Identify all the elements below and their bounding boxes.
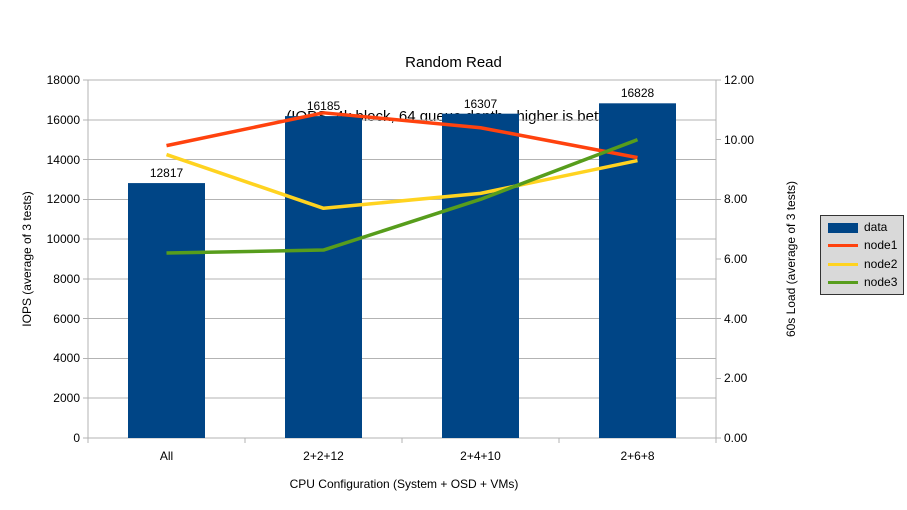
right-axis-tick-label: 2.00	[724, 371, 748, 386]
left-axis-tick-label: 8000	[53, 271, 80, 286]
legend-row-data: data	[828, 221, 903, 234]
category-label: 2+6+8	[620, 449, 655, 463]
legend: data node1 node2 node3	[820, 215, 904, 295]
category-label: 2+2+12	[303, 449, 344, 463]
legend-label: node1	[864, 238, 898, 253]
bar-2+6+8	[599, 103, 676, 438]
left-axis-tick-label: 0	[73, 431, 80, 445]
bar-data-label: 16307	[463, 96, 498, 111]
legend-swatch-data	[828, 222, 858, 233]
left-axis-tick-label: 12000	[46, 192, 80, 207]
legend-swatch-node1	[828, 244, 858, 248]
legend-row-node1: node1	[828, 239, 903, 252]
left-axis-tick-label: 14000	[46, 152, 80, 167]
left-axis-tick-label: 18000	[46, 73, 80, 87]
line-node2	[165, 152, 638, 211]
legend-row-node2: node2	[828, 256, 903, 271]
left-axis-tick-label: 10000	[46, 232, 80, 247]
legend-row-node3: node3	[828, 274, 903, 289]
right-axis-tick-label: 8.00	[724, 192, 748, 207]
left-axis-tick-label: 16000	[46, 112, 80, 127]
category-label: 2+4+10	[460, 449, 501, 463]
category-label: All	[159, 449, 174, 463]
bar-data-label: 16185	[306, 99, 341, 114]
bar-data-label: 12817	[149, 166, 184, 181]
left-axis-tick-label: 4000	[53, 351, 80, 366]
left-axis-title: IOPS (average of 3 tests)	[20, 191, 34, 327]
chart-title-line1: Random Read	[405, 54, 502, 71]
bar-data-label: 16828	[620, 86, 655, 101]
legend-label: node3	[864, 274, 898, 289]
legend-label: data	[864, 220, 888, 235]
right-axis-title: 60s Load (average of 3 tests)	[784, 180, 798, 338]
legend-swatch-node2	[828, 262, 858, 266]
right-axis-tick-label: 0.00	[724, 431, 748, 445]
right-axis-tick-label: 6.00	[724, 252, 748, 266]
left-axis-tick-label: 2000	[53, 391, 80, 406]
bar-All	[128, 183, 205, 438]
left-axis-tick-label: 6000	[53, 311, 80, 326]
bar-2+4+10	[442, 113, 519, 439]
bar-2+2+12	[285, 116, 362, 439]
right-axis-tick-label: 10.00	[724, 132, 755, 147]
x-axis-title: CPU Configuration (System + OSD + VMs)	[289, 477, 519, 491]
right-axis-tick-label: 4.00	[724, 311, 748, 326]
right-axis-tick-label: 12.00	[724, 73, 755, 87]
line-node3	[166, 138, 639, 255]
legend-label: node2	[864, 256, 898, 271]
legend-swatch-node3	[828, 280, 858, 284]
line-node1	[166, 111, 638, 160]
